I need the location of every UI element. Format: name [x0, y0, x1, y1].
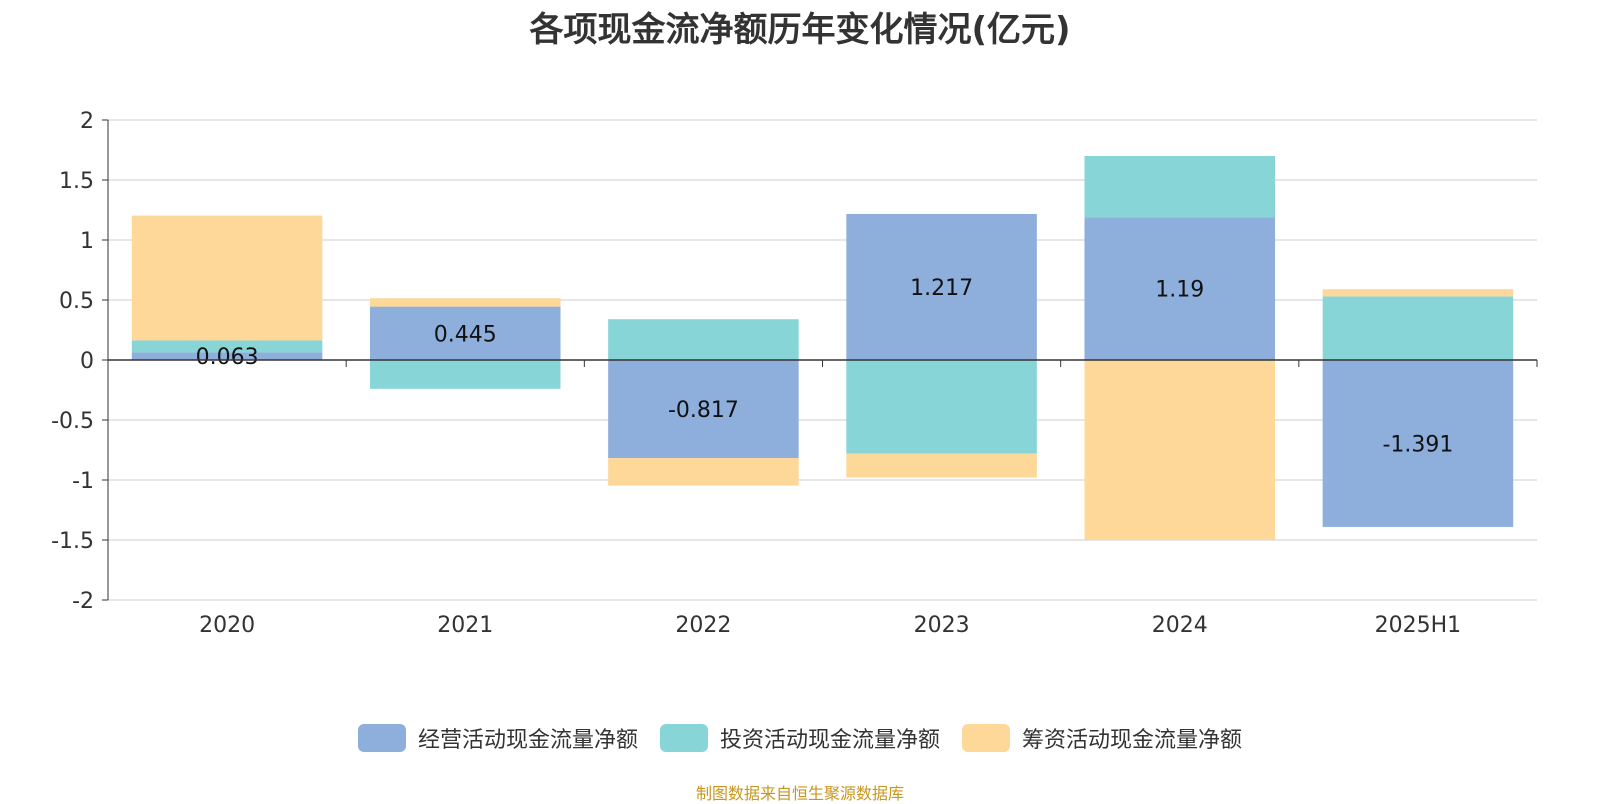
legend-item-operating[interactable]: 经营活动现金流量净额: [357, 722, 638, 754]
chart-title: 各项现金流净额历年变化情况(亿元): [529, 10, 1071, 50]
legend-label-investing: 投资活动现金流量净额: [719, 728, 940, 753]
x-category-label: 2025H1: [1375, 613, 1462, 638]
legend-label-financing: 筹资活动现金流量净额: [1022, 728, 1243, 753]
data-label: 1.19: [1155, 278, 1204, 303]
y-tick-label: 2: [80, 109, 94, 134]
bar-segment-series-3: [369, 298, 561, 307]
y-tick-label: -0.5: [51, 409, 94, 434]
bar-segment-series-3: [131, 215, 323, 341]
x-category-label: 2021: [437, 613, 493, 638]
bar-segment-series-1: [1322, 360, 1514, 527]
bar-segment-series-2: [846, 360, 1037, 454]
x-category-label: 2024: [1152, 613, 1208, 638]
legend-item-financing[interactable]: 筹资活动现金流量净额: [962, 722, 1242, 754]
bar-segment-series-1: [369, 306, 561, 360]
data-label: -1.391: [1382, 432, 1453, 457]
y-tick-label: -1.5: [51, 529, 94, 554]
bar-segment-series-1: [1084, 217, 1276, 360]
y-tick-label: 0: [80, 349, 94, 374]
y-tick-label: -1: [72, 469, 94, 494]
bar-segment-series-3: [1084, 360, 1276, 540]
data-label: -0.817: [668, 398, 739, 423]
bar-segment-series-2: [1084, 156, 1276, 218]
bar-segment-series-3: [846, 453, 1037, 478]
data-label: 1.217: [910, 276, 973, 301]
legend-swatch-operating: [357, 724, 406, 752]
legend-swatch-financing: [962, 724, 1010, 752]
bar-segment-series-3: [1322, 289, 1514, 297]
data-label: 0.445: [434, 322, 497, 347]
bar-segment-series-1: [131, 352, 323, 360]
y-tick-label: 1: [80, 229, 94, 254]
legend-item-investing[interactable]: 投资活动现金流量净额: [659, 722, 940, 754]
legend: 经营活动现金流量净额 投资活动现金流量净额 筹资活动现金流量净额: [0, 722, 1600, 754]
y-tick-label: -2: [72, 589, 94, 614]
legend-swatch-investing: [659, 724, 708, 752]
x-category-label: 2023: [914, 613, 970, 638]
bar-segment-series-2: [608, 319, 799, 360]
bar-segment-series-1: [608, 360, 799, 459]
y-tick-label: 1.5: [59, 169, 94, 194]
bar-segment-series-3: [608, 458, 799, 486]
bar-segment-series-2: [131, 340, 323, 353]
y-tick-label: 0.5: [59, 289, 94, 314]
bar-segment-series-1: [846, 213, 1037, 360]
bar-segment-series-2: [1322, 296, 1514, 360]
legend-label-operating: 经营活动现金流量净额: [417, 728, 638, 753]
x-category-label: 2022: [675, 613, 731, 638]
bar-segment-series-2: [369, 360, 561, 389]
source-note: 制图数据来自恒生聚源数据库: [695, 784, 904, 803]
x-category-label: 2020: [199, 613, 255, 638]
data-label: 0.063: [196, 345, 259, 370]
